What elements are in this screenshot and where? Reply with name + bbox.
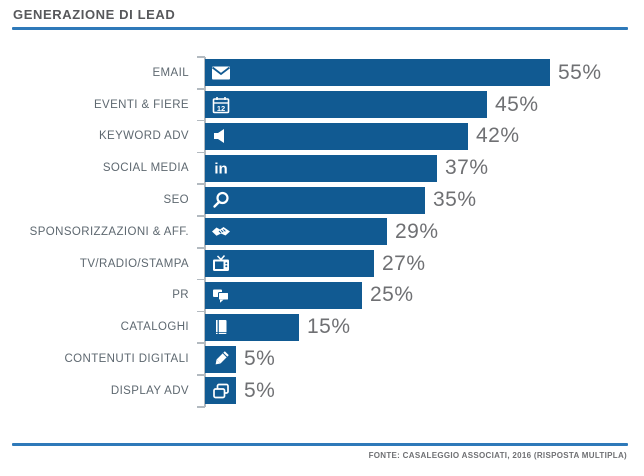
chart-row: SOCIAL MEDIA in 37% [0, 152, 644, 184]
bar [205, 59, 550, 87]
axis-tick [197, 406, 205, 408]
value-label: 15% [307, 315, 351, 339]
axis-tick [197, 215, 205, 217]
bar-area: 55% [205, 57, 644, 89]
title-underline [12, 27, 628, 30]
bar [205, 122, 468, 150]
category-label: SOCIAL MEDIA [102, 162, 189, 175]
chat-icon [211, 285, 231, 305]
bar [205, 313, 299, 341]
svg-text:in: in [214, 161, 227, 178]
book-icon [211, 317, 231, 337]
bar: 12 [205, 91, 487, 119]
value-label: 45% [495, 92, 539, 116]
category-label: EMAIL [152, 66, 189, 79]
calendar-icon: 12 [211, 95, 231, 115]
page-title: GENERAZIONE DI LEAD [13, 7, 176, 22]
bar [205, 281, 362, 309]
bar [205, 377, 236, 405]
axis-tick [197, 119, 205, 122]
chart-row: PR 25% [0, 280, 644, 312]
value-label: 29% [395, 219, 439, 243]
bar-area: 27% [205, 248, 644, 280]
chart-row: SPONSORIZZAZIONI & AFF. 29% [0, 216, 644, 248]
category-label: EVENTI & FIERE [93, 98, 189, 111]
svg-text:12: 12 [217, 103, 225, 112]
bar-area: 5% [205, 375, 644, 407]
category-label: PR [172, 289, 189, 302]
chart-row: EVENTI & FIERE 12 45% [0, 89, 644, 121]
category-label: DISPLAY ADV [110, 384, 189, 397]
axis-tick [197, 310, 205, 313]
category-label: SPONSORIZZAZIONI & AFF. [29, 225, 189, 238]
bar [205, 250, 374, 278]
axis-tick [197, 56, 205, 58]
chart-row: KEYWORD ADV 42% [0, 121, 644, 153]
axis-tick [197, 183, 205, 185]
bar-area: 15% [205, 311, 644, 343]
category-label: CATALOGHI [120, 321, 189, 334]
bar-area: 25% [205, 280, 644, 312]
bar-area: in 37% [205, 152, 644, 184]
linkedin-icon: in [211, 158, 231, 178]
pencil-icon [211, 349, 231, 369]
category-label: KEYWORD ADV [98, 130, 189, 143]
value-label: 35% [433, 188, 477, 212]
value-label: 42% [476, 124, 520, 148]
bar-area: 42% [205, 121, 644, 153]
handshake-icon [211, 222, 231, 242]
value-label: 55% [558, 60, 602, 84]
bar: in [205, 154, 437, 182]
axis-line [204, 57, 206, 407]
source-note: FONTE: CASALEGGIO ASSOCIATI, 2016 (RISPO… [368, 451, 627, 460]
chart-row: CONTENUTI DIGITALI 5% [0, 343, 644, 375]
chart-row: EMAIL 55% [0, 57, 644, 89]
bar [205, 218, 387, 246]
footer-rule [12, 443, 628, 446]
chart-row: TV/RADIO/STAMPA 27% [0, 248, 644, 280]
value-label: 5% [244, 347, 276, 371]
bar-area: 5% [205, 343, 644, 375]
chart-row: SEO 35% [0, 184, 644, 216]
axis-tick [197, 151, 205, 154]
value-label: 25% [370, 283, 414, 307]
bar-area: 29% [205, 216, 644, 248]
axis-tick [197, 247, 205, 249]
copy-icon [211, 381, 231, 401]
value-label: 5% [244, 378, 276, 402]
category-label: CONTENUTI DIGITALI [64, 353, 189, 366]
axis-tick [197, 88, 205, 90]
tv-icon [211, 254, 231, 274]
bar [205, 345, 236, 373]
speaker-icon [211, 126, 231, 146]
bar-area: 12 45% [205, 89, 644, 121]
category-label: TV/RADIO/STAMPA [79, 257, 189, 270]
axis-tick [197, 342, 205, 344]
bar-chart: EMAIL 55% EVENTI & FIERE 12 45% KEYWORD ADV 42… [0, 56, 644, 408]
chart-row: CATALOGHI 15% [0, 311, 644, 343]
envelope-icon [211, 63, 231, 83]
chart-row: DISPLAY ADV 5% [0, 375, 644, 407]
bar [205, 186, 425, 214]
bar-area: 35% [205, 184, 644, 216]
axis-tick [197, 278, 205, 281]
value-label: 37% [445, 156, 489, 180]
value-label: 27% [382, 251, 426, 275]
search-icon [211, 190, 231, 210]
axis-tick [197, 374, 205, 376]
category-label: SEO [163, 194, 189, 207]
chart-rows: EMAIL 55% EVENTI & FIERE 12 45% KEYWORD ADV 42… [0, 57, 644, 407]
